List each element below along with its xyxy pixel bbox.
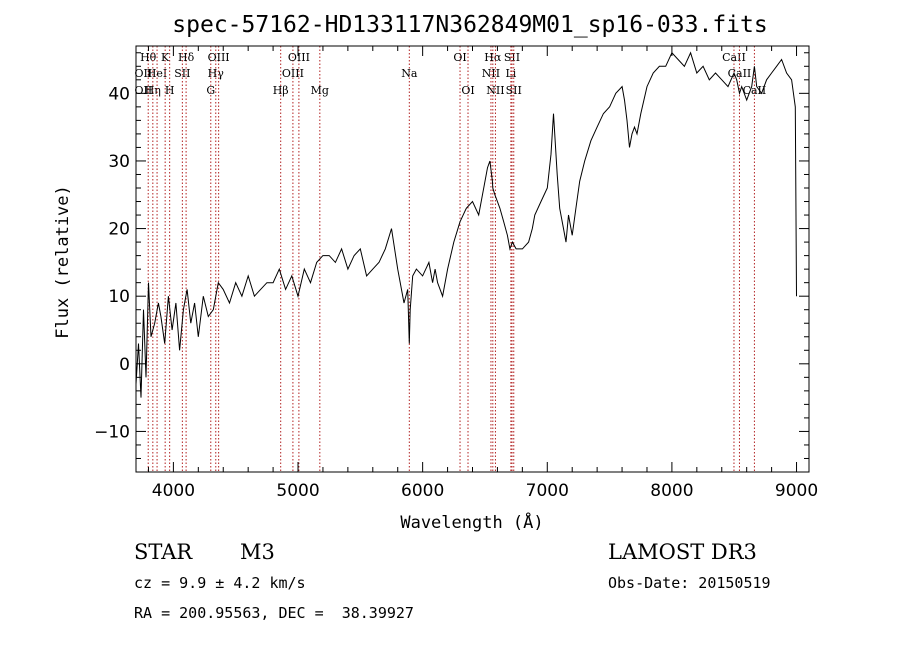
- line-marker-label: SII: [506, 84, 522, 97]
- object-subclass: M3: [240, 540, 275, 564]
- line-marker-label: Hα: [484, 51, 502, 64]
- line-marker-label: OI: [461, 84, 474, 97]
- line-marker-label: CaII: [728, 67, 752, 80]
- x-tick-label: 5000: [276, 481, 319, 501]
- y-tick-label: 0: [119, 355, 130, 375]
- x-tick-label: 4000: [152, 481, 195, 501]
- object-class: STAR: [134, 540, 193, 564]
- x-tick-label: 8000: [650, 481, 693, 501]
- line-marker-label: OIII: [208, 51, 230, 64]
- line-marker-label: NII: [486, 84, 504, 97]
- line-marker-label: OI: [453, 51, 466, 64]
- chart-title: spec-57162-HD133117N362849M01_sp16-033.f…: [172, 12, 767, 38]
- line-marker-label: Mg: [311, 84, 329, 97]
- y-tick-label: 30: [108, 152, 130, 172]
- spectrum-line: [135, 51, 797, 398]
- line-marker-label: H: [165, 84, 175, 97]
- line-marker-label: OIII: [288, 51, 310, 64]
- line-marker-label: OIII: [282, 67, 304, 80]
- line-marker-label: SII: [174, 67, 190, 80]
- line-marker-label: SII: [504, 51, 520, 64]
- redshift-cz: cz = 9.9 ± 4.2 km/s: [134, 574, 306, 592]
- ra-dec-coordinates: RA = 200.95563, DEC = 38.39927: [134, 604, 414, 622]
- y-tick-label: 40: [108, 84, 130, 104]
- line-markers: Hθ Hη HeI K H SII Hδ G Hγ OIII Hβ OIII OIII Mg Na OI OI N…: [135, 46, 767, 472]
- axis-ticks: 4000 5000 6000 7000 8000 9000 −10 0 10 20 30 40: [94, 46, 818, 501]
- y-tick-label: 10: [108, 287, 130, 307]
- line-marker-label: K: [161, 51, 170, 64]
- line-marker-label: NII: [482, 67, 500, 80]
- line-marker-label: G: [206, 84, 215, 97]
- line-marker-label: Hδ: [178, 51, 195, 64]
- plot-frame: [135, 45, 810, 473]
- line-marker-label: HeI: [147, 67, 167, 80]
- y-tick-label: 20: [108, 220, 130, 240]
- line-marker-label: OII: [135, 67, 153, 80]
- line-marker-label: Hη: [145, 84, 161, 97]
- line-marker-label: Hγ: [208, 67, 225, 80]
- line-marker-label: Hβ: [273, 84, 289, 97]
- line-marker-label: CaII: [743, 84, 767, 97]
- line-marker-label: Li: [505, 67, 516, 80]
- x-tick-label: 6000: [401, 481, 444, 501]
- survey-name: LAMOST DR3: [608, 540, 757, 564]
- x-tick-label: 9000: [775, 481, 818, 501]
- x-tick-label: 7000: [526, 481, 569, 501]
- line-marker-label: Hθ: [140, 51, 157, 64]
- x-axis-label: Wavelength (Å): [400, 511, 543, 533]
- line-marker-label: Na: [401, 67, 418, 80]
- line-marker-label: CaII: [722, 51, 746, 64]
- line-marker-label: OII: [135, 84, 153, 97]
- observation-date: Obs-Date: 20150519: [608, 574, 771, 592]
- y-axis-label: Flux (relative): [53, 185, 73, 339]
- y-tick-label: −10: [94, 422, 130, 442]
